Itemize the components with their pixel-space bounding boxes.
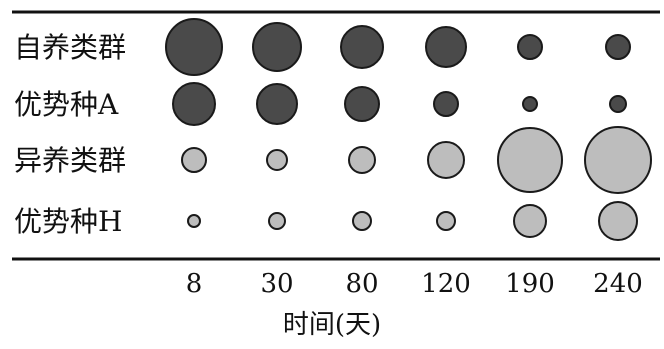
bubble <box>513 204 547 238</box>
x-tick-label: 8 <box>186 269 203 299</box>
bubble <box>348 146 376 174</box>
row-label: 异养类群 <box>14 144 126 177</box>
x-tick-label: 190 <box>505 269 555 299</box>
bubble <box>584 126 652 194</box>
bubbles <box>165 18 652 241</box>
bubble <box>344 86 380 122</box>
row-label: 优势种A <box>14 88 119 121</box>
bubble <box>165 18 223 76</box>
row-label: 优势种H <box>14 205 122 238</box>
bubble <box>497 127 563 193</box>
bubble <box>172 82 216 126</box>
bubble <box>340 25 384 69</box>
x-tick-label: 30 <box>260 269 293 299</box>
bubble <box>598 201 638 241</box>
bubble <box>187 214 201 228</box>
bubble <box>436 211 456 231</box>
bubble <box>427 141 465 179</box>
bubble <box>181 147 207 173</box>
bubble <box>433 91 459 117</box>
bubble <box>266 149 288 171</box>
bubble <box>352 211 372 231</box>
x-tick-labels: 8 30 80 120 190 240 <box>186 269 643 299</box>
bubble <box>252 22 302 72</box>
bubble <box>517 34 543 60</box>
x-tick-label: 240 <box>593 269 643 299</box>
bubble <box>605 34 631 60</box>
x-tick-label: 120 <box>421 269 471 299</box>
bubble <box>609 95 627 113</box>
x-tick-label: 80 <box>345 269 378 299</box>
x-axis-title: 时间(天) <box>283 310 381 340</box>
bubble <box>522 96 538 112</box>
bubble <box>268 212 286 230</box>
row-label: 自养类群 <box>14 31 126 64</box>
bubble <box>256 83 298 125</box>
bubble <box>425 26 467 68</box>
